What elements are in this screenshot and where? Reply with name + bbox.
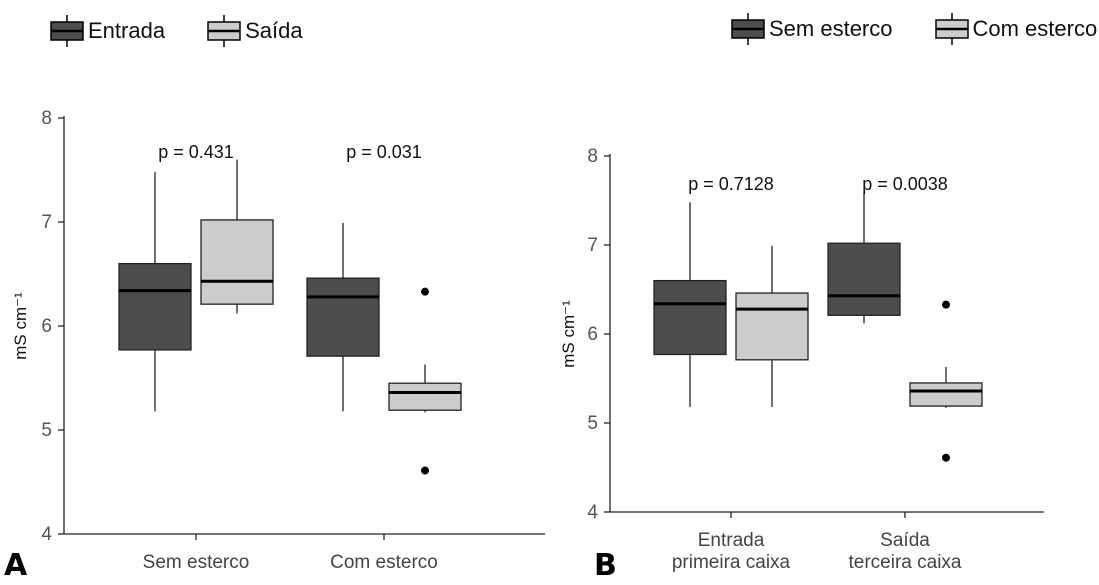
y-tick-label: 7 [587, 235, 598, 256]
box-plot [653, 202, 727, 407]
x-tick-label: Com esterco [330, 552, 438, 573]
panel-a: 4 5 6 7 8 mS cm⁻¹ Sem esterco Com esterco p = 0.… [11, 108, 545, 573]
p-value-annotation: p = 0.031 [346, 142, 422, 162]
legend-item: Entrada [48, 14, 165, 48]
y-tick-label: 4 [587, 502, 598, 523]
x-tick-label: Entrada [698, 530, 765, 551]
y-tick-label: 5 [587, 413, 598, 434]
y-tick-label: 6 [587, 324, 598, 345]
legend-a: Entrada Saída [48, 14, 303, 48]
box [118, 262, 192, 351]
outlier-point [942, 453, 950, 462]
box-plot [735, 245, 809, 407]
box [200, 219, 274, 305]
legend-swatch [207, 15, 241, 47]
panel-label-a: A [4, 548, 28, 583]
legend-label: Saída [245, 18, 303, 43]
legend-swatch [934, 13, 969, 45]
outlier-point [421, 466, 429, 475]
legend-b: Sem esterco Com esterco [729, 12, 1097, 46]
legend-item: Com esterco [933, 12, 1098, 46]
legend-item: Sem esterco [729, 12, 893, 46]
p-value-annotation: p = 0.431 [158, 142, 234, 162]
y-tick-label: 5 [41, 420, 52, 441]
legend-label: Sem esterco [769, 16, 893, 41]
box-plot [827, 191, 901, 324]
x-tick-label: primeira caixa [672, 552, 791, 573]
panel-label-b: B [594, 548, 617, 583]
box [653, 279, 727, 356]
y-tick-label: 8 [41, 108, 52, 129]
legend-item: Saída [205, 14, 303, 48]
x-tick-label: Saída [880, 530, 930, 551]
outlier-point [942, 300, 950, 309]
legend-swatch [50, 15, 84, 47]
box [735, 292, 809, 361]
y-tick-label: 6 [41, 316, 52, 337]
outlier-point [421, 287, 429, 296]
box [306, 277, 380, 357]
x-tick-label: Sem esterco [143, 552, 250, 573]
y-axis-title: mS cm⁻¹ [11, 292, 30, 360]
y-tick-label: 7 [41, 212, 52, 233]
p-value-annotation: p = 0.0038 [862, 174, 948, 194]
legend-swatch [731, 13, 765, 45]
legend-label: Com esterco [972, 16, 1098, 41]
y-axis-title: mS cm⁻¹ [559, 300, 578, 368]
box-plot [306, 223, 380, 412]
box-plot [909, 300, 983, 462]
box-plot [200, 159, 274, 314]
box [827, 242, 901, 316]
y-tick-label: 4 [41, 524, 52, 545]
x-tick-label: terceira caixa [849, 552, 962, 573]
y-tick-label: 8 [587, 146, 598, 167]
box [388, 382, 462, 411]
legend-label: Entrada [88, 18, 166, 43]
box-plot [118, 172, 192, 412]
box-plot [388, 287, 462, 475]
p-value-annotation: p = 0.7128 [688, 174, 774, 194]
box [909, 382, 983, 407]
